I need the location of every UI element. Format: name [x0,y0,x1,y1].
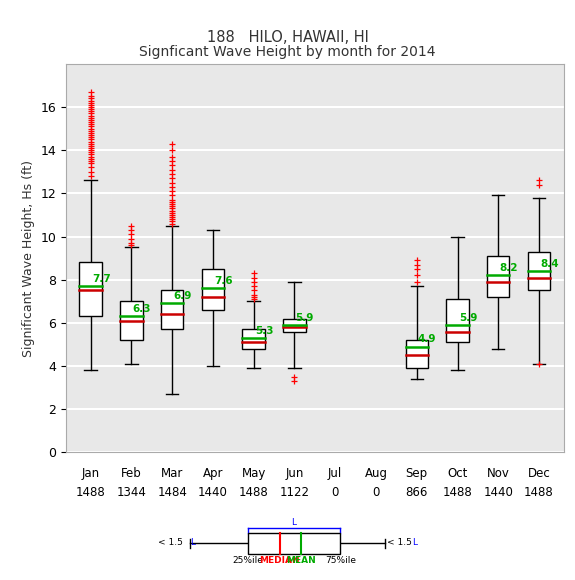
Text: 1484: 1484 [157,486,187,499]
Text: MEDIAN: MEDIAN [259,556,300,565]
Text: 1440: 1440 [198,486,228,499]
Text: 5.9: 5.9 [459,313,477,323]
Text: 1488: 1488 [443,486,473,499]
Text: 0: 0 [332,486,339,499]
Text: 7.7: 7.7 [92,274,110,284]
Bar [528,252,550,291]
Text: 6.3: 6.3 [133,304,151,314]
Bar [202,269,224,310]
Bar [405,340,428,368]
Text: Mar: Mar [161,467,183,480]
Text: Jun: Jun [285,467,304,480]
Text: 866: 866 [405,486,428,499]
Text: 25%ile: 25%ile [232,556,263,565]
Text: MEAN: MEAN [286,556,316,565]
Bar [248,533,340,554]
Text: May: May [242,467,266,480]
Text: Oct: Oct [447,467,467,480]
Text: Nov: Nov [487,467,509,480]
Text: 8.2: 8.2 [500,263,518,273]
Text: 4.9: 4.9 [418,335,436,345]
Bar [283,318,306,332]
Text: 5.3: 5.3 [255,326,273,336]
Text: 75%ile: 75%ile [325,556,356,565]
Text: 1488: 1488 [76,486,105,499]
Text: Signficant Wave Height by month for 2014: Signficant Wave Height by month for 2014 [139,45,436,59]
Text: Apr: Apr [202,467,223,480]
Text: 8.4: 8.4 [540,259,559,269]
Text: 6.9: 6.9 [173,291,191,301]
Bar [446,299,469,342]
Bar [243,329,265,349]
Bar [120,301,143,340]
Text: < 1.5: < 1.5 [386,538,415,548]
Text: 1488: 1488 [524,486,554,499]
Text: Jul: Jul [328,467,342,480]
Text: 1344: 1344 [116,486,146,499]
Text: < 1.5: < 1.5 [158,538,186,548]
Text: 188   HILO, HAWAII, HI: 188 HILO, HAWAII, HI [206,30,369,45]
Text: Dec: Dec [528,467,550,480]
Text: 0: 0 [372,486,380,499]
Text: 1122: 1122 [279,486,309,499]
Text: L: L [412,538,417,548]
Bar [487,256,509,297]
Text: Sep: Sep [406,467,428,480]
Text: Feb: Feb [121,467,141,480]
Text: 5.9: 5.9 [296,313,314,323]
Y-axis label: Significant Wave Height, Hs (ft): Significant Wave Height, Hs (ft) [22,160,35,357]
Text: 7.6: 7.6 [214,276,233,286]
Text: Aug: Aug [365,467,388,480]
Bar [161,291,183,329]
Text: L: L [292,517,297,527]
Text: 1488: 1488 [239,486,269,499]
Bar [79,262,102,317]
Text: 1440: 1440 [484,486,513,499]
Text: Jan: Jan [82,467,99,480]
Text: L: L [190,538,194,548]
